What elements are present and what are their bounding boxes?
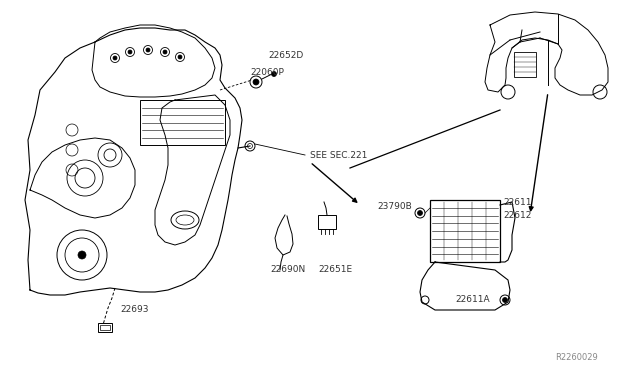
Text: 22693: 22693 bbox=[120, 305, 148, 314]
Bar bbox=[514, 52, 536, 77]
Circle shape bbox=[271, 71, 276, 77]
Circle shape bbox=[178, 55, 182, 59]
Circle shape bbox=[253, 79, 259, 85]
Circle shape bbox=[113, 56, 117, 60]
Circle shape bbox=[146, 48, 150, 52]
Circle shape bbox=[163, 50, 167, 54]
Text: 22652D: 22652D bbox=[268, 51, 303, 60]
Bar bbox=[430, 200, 500, 262]
Text: SEE SEC.221: SEE SEC.221 bbox=[310, 151, 367, 160]
Text: 22690N: 22690N bbox=[270, 266, 305, 275]
Text: R2260029: R2260029 bbox=[555, 353, 598, 362]
Circle shape bbox=[417, 211, 422, 215]
Circle shape bbox=[78, 251, 86, 259]
Bar bbox=[318, 215, 336, 229]
Text: 22611: 22611 bbox=[503, 198, 531, 206]
Text: 22611A: 22611A bbox=[455, 295, 490, 305]
Circle shape bbox=[128, 50, 132, 54]
Text: 22651E: 22651E bbox=[318, 266, 352, 275]
Circle shape bbox=[502, 298, 508, 302]
Text: 22612: 22612 bbox=[503, 211, 531, 219]
Text: 22060P: 22060P bbox=[250, 67, 284, 77]
Bar bbox=[140, 100, 225, 145]
Text: 23790B: 23790B bbox=[377, 202, 412, 211]
Bar bbox=[100, 325, 110, 330]
Bar bbox=[98, 323, 112, 332]
